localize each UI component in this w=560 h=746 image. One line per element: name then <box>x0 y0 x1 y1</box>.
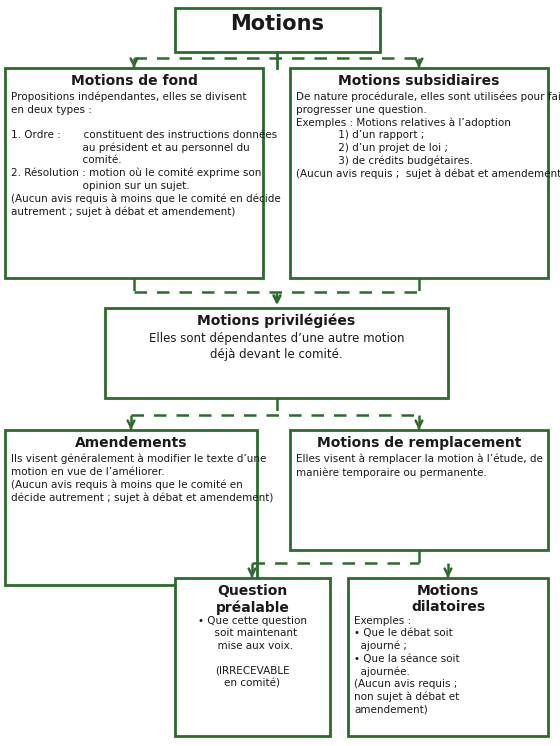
Text: Question
préalable: Question préalable <box>216 584 290 615</box>
Bar <box>105 308 448 398</box>
Text: De nature procédurale, elles sont utilisées pour faire
progresser une question.
: De nature procédurale, elles sont utilis… <box>296 92 560 179</box>
Bar <box>175 8 380 52</box>
Text: Motions de remplacement: Motions de remplacement <box>317 436 521 450</box>
Text: Motions subsidiaires: Motions subsidiaires <box>338 74 500 88</box>
Bar <box>348 578 548 736</box>
Text: Motions: Motions <box>231 14 324 34</box>
Bar <box>5 430 257 585</box>
Text: Exemples :
• Que le débat soit
  ajourné ;
• Que la séance soit
  ajournée.
(Auc: Exemples : • Que le débat soit ajourné ;… <box>354 616 460 715</box>
Text: Ils visent généralement à modifier le texte d’une
motion en vue de l’améliorer.
: Ils visent généralement à modifier le te… <box>11 454 273 503</box>
Text: Elles sont dépendantes d’une autre motion
déjà devant le comité.: Elles sont dépendantes d’une autre motio… <box>149 332 404 361</box>
Text: Motions
dilatoires: Motions dilatoires <box>411 584 485 614</box>
Bar <box>175 578 330 736</box>
Text: • Que cette question
  soit maintenant
  mise aux voix.

(IRRECEVABLE
en comité): • Que cette question soit maintenant mis… <box>198 616 307 688</box>
Bar <box>290 430 548 550</box>
Text: Propositions indépendantes, elles se divisent
en deux types :

1. Ordre :       : Propositions indépendantes, elles se div… <box>11 92 281 216</box>
Text: Elles visent à remplacer la motion à l’étude, de
manière temporaire ou permanent: Elles visent à remplacer la motion à l’é… <box>296 454 543 477</box>
Bar <box>290 68 548 278</box>
Text: Amendements: Amendements <box>74 436 187 450</box>
Text: Motions de fond: Motions de fond <box>71 74 198 88</box>
Text: Motions privilégiées: Motions privilégiées <box>198 314 356 328</box>
Bar <box>5 68 263 278</box>
